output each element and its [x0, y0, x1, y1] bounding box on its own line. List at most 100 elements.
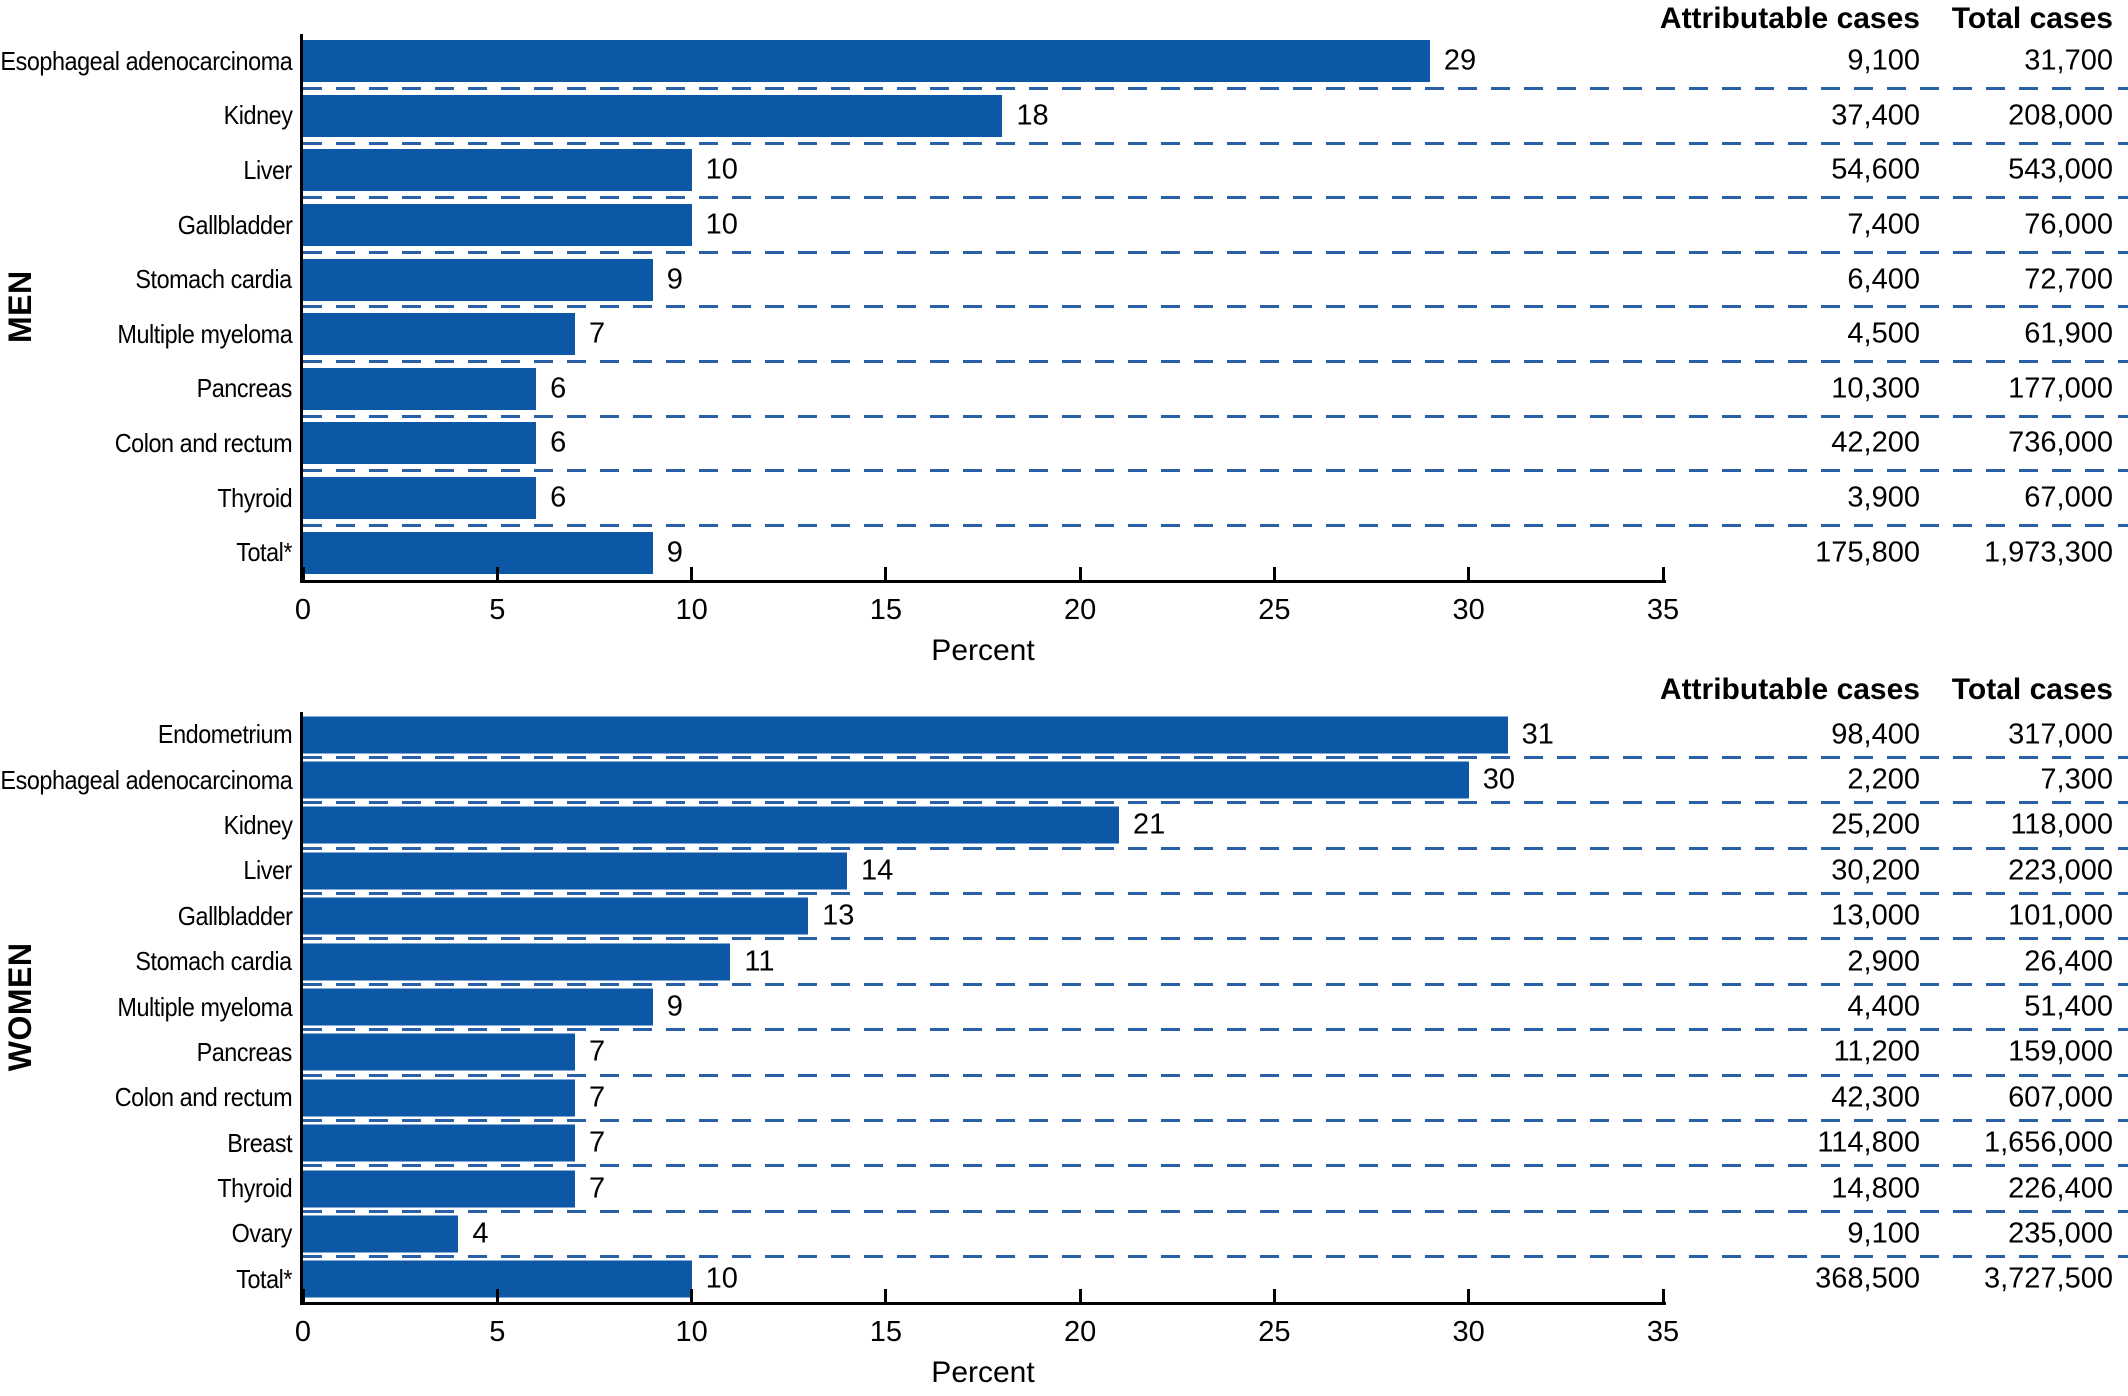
attributable-cases-value: 3,900 — [1847, 481, 1920, 514]
x-axis-tick-label: 5 — [489, 1316, 506, 1349]
bar-row: Endometrium 31 98,400 317,000 — [0, 712, 2128, 759]
x-axis-tick-label: 15 — [869, 1316, 903, 1349]
total-cases-value: 317,000 — [2008, 718, 2113, 751]
bar-row: Esophageal adenocarcinoma 30 2,200 7,300 — [0, 757, 2128, 805]
row-separator-dashed-line — [303, 1119, 2128, 1123]
percent-bar — [303, 94, 1003, 137]
x-axis-tick — [1467, 1289, 1471, 1303]
x-axis-tick — [1467, 567, 1471, 580]
bar-row: Total* 9 175,800 1,973,300 — [0, 525, 2128, 580]
row-separator-dashed-line — [303, 801, 2128, 805]
bar-row: Pancreas 6 10,300 177,000 — [0, 362, 2128, 418]
percent-bar — [303, 943, 731, 981]
category-label: Pancreas — [196, 1036, 293, 1067]
percent-bar — [303, 531, 653, 574]
category-label: Gallbladder — [177, 900, 292, 931]
total-cases-value: 235,000 — [2008, 1217, 2113, 1250]
percent-bar — [303, 204, 692, 247]
bar-rows-women: Endometrium 31 98,400 317,000 Esophageal ade… — [0, 712, 2128, 1302]
percent-bar — [303, 40, 1430, 83]
bar-row: Liver 14 30,200 223,000 — [0, 848, 2128, 896]
bar-row: Pancreas 7 11,200 159,000 — [0, 1030, 2128, 1077]
x-axis-tick — [690, 1289, 694, 1303]
x-axis-tick — [301, 1289, 305, 1303]
percent-bar — [303, 897, 809, 935]
bar-row: Gallbladder 10 7,400 76,000 — [0, 198, 2128, 254]
attributable-cases-value: 4,400 — [1847, 990, 1920, 1023]
category-label: Esophageal adenocarcinoma — [0, 45, 292, 76]
percent-bar — [303, 852, 847, 890]
percent-value-label: 30 — [1482, 763, 1515, 796]
total-cases-value: 67,000 — [2024, 481, 2113, 514]
bar-row: Total* 10 368,500 3,727,500 — [0, 1257, 2128, 1302]
bar-row: Thyroid 7 14,800 226,400 — [0, 1166, 2128, 1213]
attributable-cases-value: 7,400 — [1847, 208, 1920, 241]
row-separator-dashed-line — [303, 196, 2128, 200]
x-axis-tick-label: 25 — [1258, 594, 1291, 626]
category-label: Thyroid — [217, 1173, 292, 1204]
row-separator-dashed-line — [303, 469, 2128, 473]
percent-bar — [303, 1215, 459, 1253]
percent-value-label: 7 — [589, 1126, 606, 1159]
percent-bar — [303, 258, 653, 301]
percent-value-label: 11 — [744, 945, 775, 978]
y-axis-line — [300, 34, 303, 583]
x-axis-line — [300, 1302, 1666, 1306]
total-cases-value: 76,000 — [2024, 208, 2113, 241]
bar-row: Thyroid 6 3,900 67,000 — [0, 471, 2128, 527]
percent-bar — [303, 367, 537, 410]
row-separator-dashed-line — [303, 523, 2128, 527]
percent-value-label: 7 — [589, 1035, 606, 1068]
total-cases-value: 51,400 — [2024, 990, 2113, 1023]
bar-row: Kidney 21 25,200 118,000 — [0, 803, 2128, 850]
bar-row: Gallbladder 13 13,000 101,000 — [0, 894, 2128, 941]
x-axis-label: Percent — [931, 634, 1035, 667]
attributable-cases-value: 42,200 — [1831, 426, 1920, 459]
attributable-cases-value: 4,500 — [1847, 317, 1920, 350]
percent-value-label: 6 — [550, 481, 567, 514]
row-separator-dashed-line — [303, 1028, 2128, 1032]
percent-value-label: 6 — [550, 372, 567, 405]
percent-bar — [303, 422, 537, 465]
chart-women: Attributable cases Total cases WOMEN End… — [0, 668, 2128, 1396]
x-axis-tick-label: 20 — [1063, 594, 1097, 626]
x-axis-tick-label: 30 — [1452, 594, 1485, 626]
percent-value-label: 7 — [589, 1172, 606, 1205]
percent-value-label: 31 — [1521, 718, 1554, 751]
x-axis-tick — [495, 567, 499, 580]
percent-value-label: 9 — [666, 536, 683, 569]
total-cases-value: 226,400 — [2008, 1172, 2113, 1205]
percent-bar — [303, 313, 575, 356]
category-label: Gallbladder — [177, 209, 292, 240]
attributable-cases-value: 175,800 — [1815, 536, 1920, 569]
total-cases-value: 1,656,000 — [1983, 1126, 2113, 1159]
bar-row: Ovary 4 9,100 235,000 — [0, 1211, 2128, 1259]
row-separator-dashed-line — [303, 982, 2128, 986]
x-axis-tick-label: 35 — [1646, 1316, 1680, 1349]
percent-value-label: 13 — [822, 899, 855, 932]
row-separator-dashed-line — [303, 1255, 2128, 1259]
percent-value-label: 29 — [1443, 44, 1477, 77]
attributable-cases-value: 30,200 — [1831, 854, 1920, 887]
percent-bar — [303, 1079, 575, 1117]
attributable-cases-value: 54,600 — [1831, 153, 1920, 186]
row-separator-dashed-line — [303, 87, 2128, 91]
attributable-cases-value: 13,000 — [1831, 899, 1920, 932]
percent-value-label: 10 — [705, 153, 738, 186]
category-label: Liver — [243, 154, 293, 185]
row-separator-dashed-line — [303, 360, 2128, 364]
total-cases-value: 7,300 — [2040, 763, 2113, 796]
bar-row: Multiple myeloma 7 4,500 61,900 — [0, 307, 2128, 364]
row-separator-dashed-line — [303, 846, 2128, 850]
category-label: Colon and rectum — [114, 1082, 292, 1113]
x-axis-tick — [1272, 1289, 1276, 1303]
percent-value-label: 18 — [1016, 99, 1049, 132]
x-axis-tick — [1078, 1289, 1082, 1303]
row-separator-dashed-line — [303, 141, 2128, 145]
percent-value-label: 6 — [550, 426, 567, 459]
row-separator-dashed-line — [303, 1164, 2128, 1168]
total-cases-value: 607,000 — [2008, 1081, 2113, 1114]
bar-row: Colon and rectum 6 42,200 736,000 — [0, 416, 2128, 473]
x-axis-tick-label: 15 — [869, 594, 903, 626]
bar-row: Liver 10 54,600 543,000 — [0, 143, 2128, 200]
